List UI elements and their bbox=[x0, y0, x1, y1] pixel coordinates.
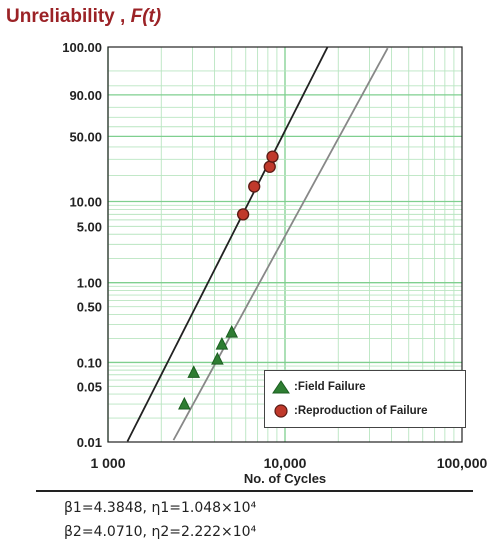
legend-colon: : bbox=[294, 381, 298, 393]
legend-item-field-failure: : Field Failure bbox=[271, 379, 366, 395]
fit-line-2 bbox=[172, 47, 389, 441]
y-tick-label: 0.05 bbox=[77, 379, 102, 394]
separator-line bbox=[36, 490, 473, 492]
x-tick-label: 10,000 bbox=[264, 455, 307, 471]
legend-colon: : bbox=[294, 405, 298, 417]
field-failure-point bbox=[211, 352, 224, 365]
title-comma: , bbox=[120, 6, 131, 27]
chart-title-symbol: F(t) bbox=[130, 6, 162, 27]
circle-marker-icon bbox=[274, 404, 288, 418]
y-tick-label: 0.50 bbox=[77, 300, 102, 315]
reproduction-failure-point bbox=[236, 208, 250, 221]
fit-line-1 bbox=[126, 46, 329, 442]
y-tick-label: 50.00 bbox=[69, 129, 102, 144]
plot-frame bbox=[107, 46, 463, 443]
tick-labels: 100.00 90.00 50.00 10.00 5.00 1.00 0.50 0.10 0.0… bbox=[62, 40, 487, 471]
y-tick-label: 0.01 bbox=[77, 435, 102, 450]
x-axis-label: No. of Cycles bbox=[244, 471, 326, 486]
reproduction-failure-point bbox=[248, 180, 261, 193]
reproduction-failure-point bbox=[266, 150, 279, 163]
fit-lines bbox=[126, 46, 389, 442]
chart-title: Unreliability , F(t) bbox=[6, 6, 161, 28]
x-tick-label: 100,000 bbox=[437, 455, 488, 471]
legend-label-reproduction: Reproduction of Failure bbox=[297, 405, 428, 417]
y-tick-label: 0.10 bbox=[77, 355, 102, 370]
triangle-marker-icon bbox=[272, 380, 290, 394]
field-failure-point bbox=[187, 365, 201, 378]
chart-title-text: Unreliability bbox=[6, 6, 115, 27]
reproduction-failure-point bbox=[263, 160, 276, 173]
data-points bbox=[178, 150, 279, 410]
field-failure-point bbox=[215, 336, 229, 350]
annotation-beta2-eta2: β2=4.0710, η2=2.222×10⁴ bbox=[64, 524, 257, 540]
annotation-beta1-eta1: β1=4.3848, η1=1.048×10⁴ bbox=[64, 500, 257, 516]
legend-item-reproduction: : Reproduction of Failure bbox=[271, 403, 428, 419]
y-tick-label: 100.00 bbox=[62, 40, 102, 55]
y-tick-label: 10.00 bbox=[69, 194, 102, 209]
legend-label-field-failure: Field Failure bbox=[297, 381, 366, 393]
field-failure-point bbox=[225, 325, 239, 338]
field-failure-point bbox=[178, 396, 191, 410]
y-tick-label: 1.00 bbox=[77, 276, 102, 291]
legend: : Field Failure : Reproduction of Failur… bbox=[264, 370, 466, 428]
x-tick-label: 1 000 bbox=[90, 455, 125, 471]
y-tick-label: 90.00 bbox=[69, 88, 102, 103]
y-tick-label: 5.00 bbox=[77, 219, 102, 234]
